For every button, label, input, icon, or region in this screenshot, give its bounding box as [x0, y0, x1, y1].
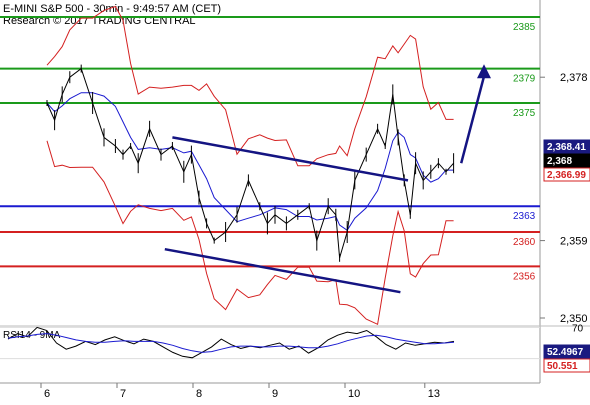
rsi-tag-label-0: 52.4967 — [547, 347, 584, 358]
price-tag-box-1 — [543, 153, 590, 168]
x-tick-label-10: 10 — [348, 388, 360, 400]
level-label-2379: 2379 — [513, 74, 536, 85]
price-tag-label-2: 2,366.99 — [547, 170, 586, 181]
x-tick-label-13: 13 — [428, 388, 440, 400]
price-axis: 2,378 2,359 2,350 — [540, 72, 588, 325]
price-tag-label-1: 2,368 — [547, 156, 572, 167]
price-tag-box-2 — [543, 167, 590, 182]
price-tag-box-0 — [543, 139, 590, 154]
price-series — [46, 64, 455, 262]
y-tick-label-1: 2,359 — [560, 236, 588, 248]
rsi-series-rsi14 — [7, 326, 455, 359]
chart-title: E-MINI S&P 500 - 30min - 9:49:57 AM (CET… — [3, 3, 221, 15]
arrow-head-icon — [477, 64, 491, 79]
rsi-series-9ma — [7, 333, 455, 353]
rsi-tick-label-70: 70 — [572, 323, 584, 334]
level-label-2375: 2375 — [513, 108, 536, 119]
rsi-tag-box-1 — [543, 358, 590, 373]
level-label-2385: 2385 — [513, 22, 536, 33]
target-arrow — [459, 64, 491, 164]
x-tick-label-8: 8 — [196, 388, 202, 400]
bollinger-lower — [46, 140, 454, 326]
y-tick-label-2: 2,350 — [560, 313, 588, 325]
level-label-2356: 2356 — [513, 271, 536, 282]
moving-average — [46, 92, 454, 232]
key-levels: 2385 2379 2375 2363 2360 2356 — [0, 16, 540, 282]
y-tick-label-0: 2,378 — [560, 72, 588, 84]
x-tick-label-9: 9 — [272, 388, 278, 400]
rsi-tag-box-0 — [543, 344, 590, 359]
rsi-tag-label-1: 50.551 — [547, 361, 578, 372]
price-tag-label-0: 2,368.41 — [547, 142, 586, 153]
bollinger-upper — [46, 5, 454, 167]
downtrend-channel — [164, 136, 409, 294]
arrow-shaft — [459, 75, 486, 164]
date-axis: 6 7 8 9 10 13 — [40, 383, 440, 400]
level-label-2360: 2360 — [513, 237, 536, 248]
x-tick-label-7: 7 — [120, 388, 126, 400]
price-tags: 2,368.41 2,368 2,366.99 — [543, 139, 590, 182]
x-tick-label-6: 6 — [44, 388, 50, 400]
level-label-2363: 2363 — [513, 211, 536, 222]
channel-lower-line — [164, 247, 401, 294]
channel-upper-line — [172, 136, 409, 182]
bollinger-bands — [46, 5, 454, 326]
